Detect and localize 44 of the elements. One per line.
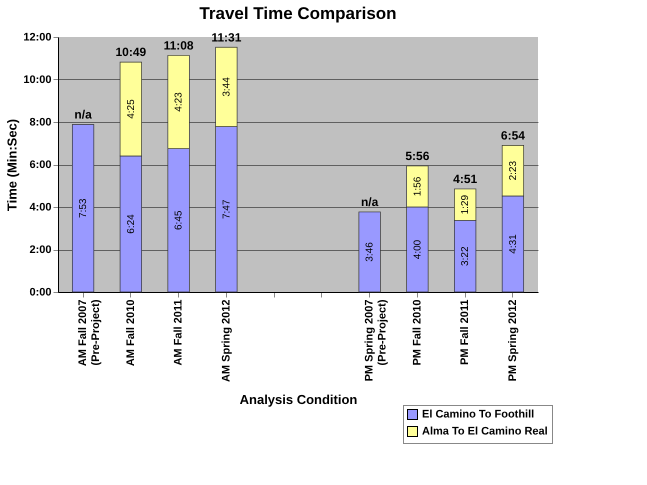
bar xyxy=(72,124,94,292)
data-label: 6:24 xyxy=(126,214,137,234)
x-tick-label: PM Spring 2012 xyxy=(506,300,519,382)
data-label: 1:29 xyxy=(460,194,472,214)
data-label: 6:45 xyxy=(174,210,185,230)
y-tick-label: 8:00 xyxy=(29,116,52,128)
data-label: 1:56 xyxy=(412,176,424,196)
total-label: 5:56 xyxy=(405,148,430,163)
data-label: 7:47 xyxy=(221,199,232,220)
data-label: 4:00 xyxy=(412,239,424,260)
legend-label: Alma To El Camino Real xyxy=(422,426,548,438)
total-label: 11:08 xyxy=(164,38,194,52)
x-tick-label: AM Spring 2012 xyxy=(220,300,232,382)
x-tick-label: PM Fall 2010 xyxy=(411,300,424,366)
x-tick-label: AM Fall 2010 xyxy=(124,300,137,366)
y-tick-label: 0:00 xyxy=(29,286,52,298)
y-tick-label: 2:00 xyxy=(29,244,52,256)
total-label: 4:51 xyxy=(453,172,478,186)
y-axis-title: Time (Min:Sec) xyxy=(4,118,20,212)
y-tick-label: 12:00 xyxy=(23,32,52,44)
y-tick-label: 10:00 xyxy=(23,74,52,86)
data-label: 3:22 xyxy=(460,246,472,266)
data-label: 4:23 xyxy=(174,92,185,112)
x-axis-title: Analysis Condition xyxy=(240,392,358,408)
total-label: n/a xyxy=(74,107,92,122)
y-tick-label: 4:00 xyxy=(29,202,52,214)
data-label: 2:23 xyxy=(508,160,519,180)
data-label: 3:44 xyxy=(221,76,232,97)
total-label: 11:31 xyxy=(211,30,242,44)
total-label: 10:49 xyxy=(115,45,146,60)
total-label: 6:54 xyxy=(500,128,526,142)
x-tick-label: AM Fall 2011 xyxy=(172,300,185,366)
bar xyxy=(358,212,381,292)
chart-title: Travel Time Comparison xyxy=(199,4,397,23)
data-label: 3:46 xyxy=(364,242,376,262)
total-label: n/a xyxy=(360,194,379,209)
x-tick-label: AM Fall 2007 (Pre-Project) xyxy=(77,299,102,366)
data-label: 7:53 xyxy=(78,198,90,218)
legend-label: El Camino To Foothill xyxy=(422,408,534,420)
x-tick-label: PM Spring 2007 (Pre-Project) xyxy=(364,299,389,382)
data-label: 4:31 xyxy=(508,234,519,254)
y-tick-label: 6:00 xyxy=(29,159,52,171)
data-label: 4:25 xyxy=(126,98,137,119)
x-tick-label: PM Fall 2011 xyxy=(459,300,472,365)
